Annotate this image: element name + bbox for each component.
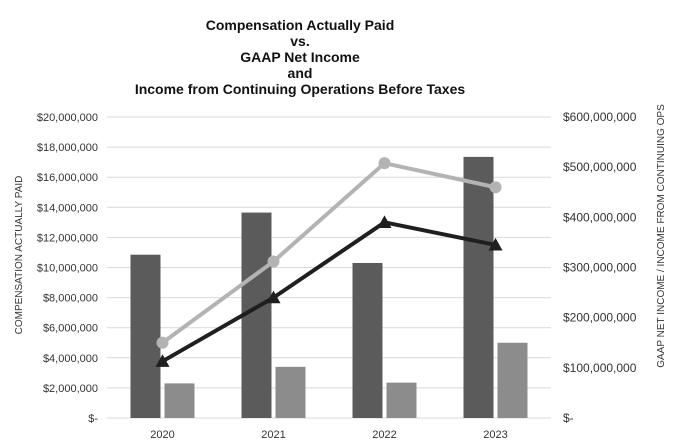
y2-tick-label: $200,000,000 (563, 311, 637, 325)
y2-tick-label: $600,000,000 (563, 110, 637, 124)
y-tick-label: $10,000,000 (37, 263, 98, 275)
data-point (378, 157, 391, 170)
bar (497, 342, 528, 418)
y-tick-label: $8,000,000 (43, 293, 98, 305)
y-tick-label: $12,000,000 (37, 232, 98, 244)
bar (130, 254, 161, 418)
bar (164, 383, 195, 418)
chart-title-line-2: vs. (290, 33, 309, 49)
y-tick-label: $20,000,000 (37, 112, 98, 124)
x-tick-label: 2021 (261, 429, 285, 441)
data-point (155, 354, 170, 367)
bar (275, 366, 306, 418)
y2-axis-label: GAAP NET INCOME / INCOME FROM CONTINUING… (656, 104, 667, 368)
y-tick-label: $4,000,000 (43, 353, 98, 365)
series-line (161, 161, 496, 345)
data-point (156, 336, 169, 349)
bar (386, 382, 417, 418)
x-tick-label: 2023 (483, 429, 507, 441)
data-point (377, 215, 392, 228)
ticks: $- $2,000,000 $4,000,000 $6,000,000 $8,000,0… (37, 110, 637, 441)
y-axis-label: COMPENSATION ACTUALLY PAID (14, 176, 25, 335)
y-tick-label: $18,000,000 (37, 142, 98, 154)
y2-tick-label: $400,000,000 (563, 210, 637, 224)
data-point (266, 290, 281, 304)
y-tick-label: $2,000,000 (43, 383, 98, 395)
y-tick-label: $16,000,000 (37, 172, 98, 184)
y-tick-label: $6,000,000 (43, 323, 98, 335)
data-point (267, 255, 280, 268)
y-tick-label: $14,000,000 (37, 202, 98, 214)
y2-tick-label: $100,000,000 (563, 361, 637, 375)
data-point (489, 181, 502, 194)
x-tick-label: 2022 (372, 429, 396, 441)
chart-title-line-1: Compensation Actually Paid (206, 17, 395, 33)
bar (352, 262, 383, 418)
lines (155, 157, 503, 367)
chart-title-line-3: GAAP Net Income (240, 49, 360, 65)
y2-tick-label: $300,000,000 (563, 261, 637, 275)
y-tick-label: $- (88, 413, 98, 425)
y2-tick-label: $500,000,000 (563, 160, 637, 174)
data-point (488, 237, 503, 251)
chart-title-line-4: and (288, 65, 313, 81)
bars (130, 156, 528, 418)
y2-tick-label: $- (563, 411, 574, 425)
x-tick-label: 2020 (150, 429, 174, 441)
series-line (161, 220, 496, 364)
bar (463, 156, 494, 418)
chart-title-line-5: Income from Continuing Operations Before… (135, 81, 466, 97)
